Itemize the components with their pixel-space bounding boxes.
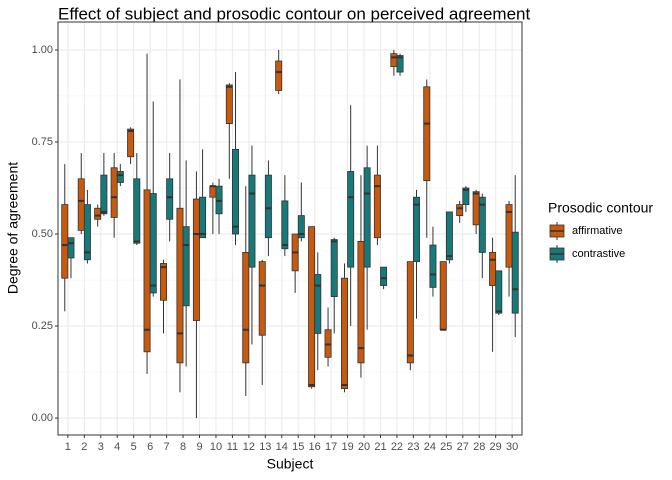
box — [242, 252, 250, 364]
y-tick-label: 1.00 — [32, 44, 53, 56]
box — [429, 244, 437, 288]
box — [363, 167, 371, 268]
box — [143, 189, 151, 353]
x-tick-label: 25 — [440, 441, 452, 453]
box — [314, 274, 322, 334]
y-tick-label: 0.00 — [32, 412, 53, 424]
box — [489, 252, 497, 286]
box — [423, 86, 431, 182]
x-tick-label: 17 — [325, 441, 337, 453]
x-tick-label: 30 — [506, 441, 518, 453]
y-tick-label: 0.75 — [32, 136, 53, 148]
x-tick-label: 8 — [180, 441, 186, 453]
x-tick-label: 23 — [407, 441, 419, 453]
box — [445, 211, 453, 261]
box — [390, 53, 398, 67]
x-tick-label: 9 — [196, 441, 202, 453]
box — [373, 174, 381, 239]
box — [478, 196, 486, 253]
box — [176, 207, 184, 364]
box — [166, 178, 174, 220]
box — [110, 167, 118, 218]
box — [330, 239, 338, 297]
legend-title: Prosodic contour — [548, 200, 653, 216]
x-tick-label: 16 — [309, 441, 321, 453]
box — [511, 231, 519, 314]
box — [275, 60, 283, 91]
y-tick-label: 0.50 — [32, 228, 53, 240]
box — [495, 270, 503, 314]
box — [182, 226, 190, 307]
box — [232, 148, 239, 235]
box — [439, 261, 447, 331]
x-tick-label: 19 — [341, 441, 353, 453]
x-tick-label: 29 — [490, 441, 502, 453]
x-tick-label: 21 — [374, 441, 386, 453]
x-tick-label: 20 — [358, 441, 370, 453]
x-tick-label: 4 — [114, 441, 120, 453]
box — [149, 193, 157, 294]
box — [133, 178, 141, 244]
x-tick-label: 15 — [292, 441, 304, 453]
box — [248, 174, 256, 268]
legend-label: contrastive — [572, 248, 625, 260]
box — [199, 196, 207, 239]
x-axis-title: Subject — [267, 456, 314, 472]
box — [396, 55, 404, 73]
box — [357, 240, 365, 364]
x-tick-label: 2 — [81, 441, 87, 453]
box — [341, 277, 348, 390]
box — [413, 196, 420, 263]
x-tick-label: 10 — [210, 441, 222, 453]
chart-title: Effect of subject and prosodic contour o… — [58, 4, 530, 23]
box — [462, 187, 470, 205]
x-tick-label: 7 — [164, 441, 170, 453]
box — [116, 171, 124, 183]
x-tick-label: 11 — [227, 441, 238, 453]
y-axis-title: Degree of agreement — [5, 162, 21, 294]
panel-border — [57, 21, 523, 436]
y-tick-label: 0.25 — [32, 320, 53, 332]
x-tick-label: 12 — [243, 441, 255, 453]
box — [100, 174, 108, 215]
box — [61, 204, 69, 279]
x-tick-label: 28 — [473, 441, 485, 453]
legend-label: affirmative — [572, 225, 623, 237]
box — [297, 215, 305, 239]
box — [472, 191, 480, 226]
box — [225, 84, 233, 124]
x-tick-label: 27 — [457, 441, 469, 453]
box — [83, 204, 91, 261]
box — [281, 200, 289, 250]
box — [308, 226, 316, 388]
x-tick-label: 3 — [98, 441, 104, 453]
box — [264, 174, 272, 239]
x-tick-label: 14 — [276, 441, 288, 453]
box — [209, 185, 217, 198]
x-tick-label: 6 — [147, 441, 153, 453]
x-tick-label: 13 — [259, 441, 271, 453]
box — [67, 237, 75, 259]
box — [505, 204, 513, 268]
box — [456, 204, 464, 217]
box — [160, 263, 167, 301]
x-tick-label: 5 — [131, 441, 137, 453]
x-tick-label: 24 — [424, 441, 436, 453]
box — [347, 171, 355, 268]
box — [94, 207, 102, 220]
x-tick-label: 22 — [391, 441, 403, 453]
x-tick-label: 1 — [65, 441, 71, 453]
box — [380, 266, 388, 286]
box — [406, 261, 414, 364]
box — [127, 128, 135, 158]
box — [77, 178, 85, 231]
box — [192, 198, 200, 321]
box — [258, 261, 266, 336]
